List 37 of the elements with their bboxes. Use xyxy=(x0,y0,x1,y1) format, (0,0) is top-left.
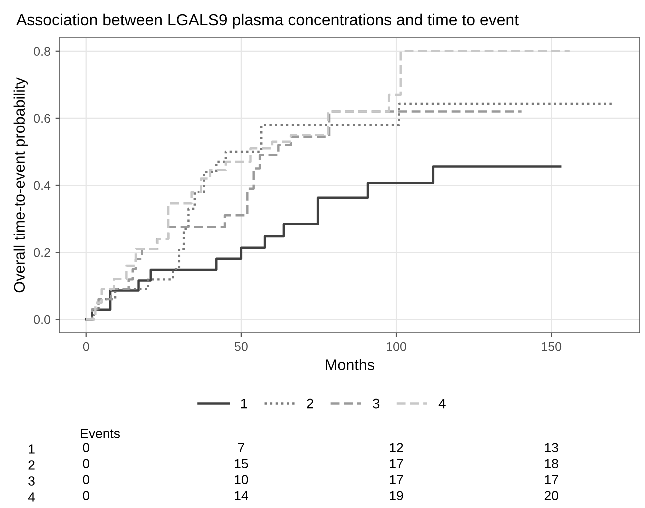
data-label: 18 xyxy=(545,459,558,469)
chart-title: Events xyxy=(81,429,120,438)
legend-label: 1 xyxy=(241,399,248,409)
data-label: 7 xyxy=(238,443,244,452)
legend-label: 3 xyxy=(373,398,380,409)
y-tick-label: 2 xyxy=(28,460,35,470)
x-tick-label: 150 xyxy=(542,342,562,352)
data-label: 0 xyxy=(83,491,90,501)
y-tick-label: 0.0 xyxy=(34,315,50,324)
y-tick-label: 4 xyxy=(28,492,36,502)
x-tick-label: 0 xyxy=(83,342,90,352)
data-label: 10 xyxy=(235,475,248,485)
data-label: 0 xyxy=(83,443,90,453)
data-label: 17 xyxy=(390,459,404,468)
chart-title: Association between LGALS9 plasma concentrations and time to event xyxy=(16,14,519,29)
x-axis-title: Months xyxy=(326,359,374,370)
data-label: 19 xyxy=(390,491,404,501)
data-label: 0 xyxy=(83,475,90,485)
legend-label: 2 xyxy=(307,398,314,409)
y-tick-label: 0.4 xyxy=(34,181,51,190)
data-label: 17 xyxy=(390,475,404,484)
data-label: 17 xyxy=(545,475,558,484)
x-tick-label: 100 xyxy=(387,342,406,352)
y-tick-label: 0.8 xyxy=(34,47,50,56)
data-label: 14 xyxy=(235,491,248,500)
y-axis-title: Overall time-to-event probability xyxy=(14,78,28,293)
data-label: 15 xyxy=(235,459,248,469)
x-tick-label: 50 xyxy=(234,342,248,352)
data-label: 13 xyxy=(545,443,558,453)
legend-label: 4 xyxy=(438,399,446,409)
data-label: 0 xyxy=(83,459,90,469)
y-tick-label: 0.2 xyxy=(34,248,50,258)
y-tick-label: 0.6 xyxy=(34,114,50,124)
y-tick-label: 3 xyxy=(28,476,35,486)
data-label: 12 xyxy=(390,443,404,452)
data-label: 20 xyxy=(544,491,558,501)
y-tick-label: 1 xyxy=(29,444,35,454)
